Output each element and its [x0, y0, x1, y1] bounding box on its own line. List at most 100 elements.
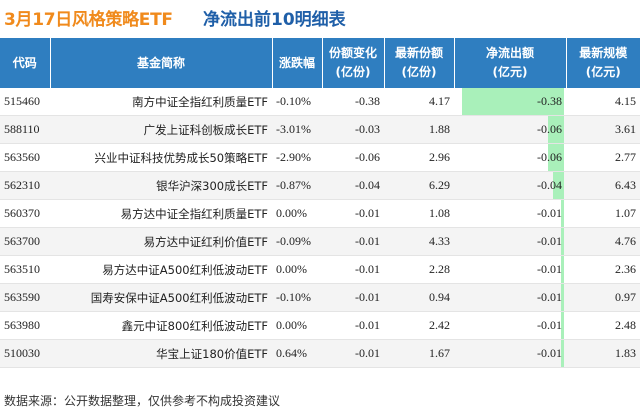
outflow-bar: [561, 200, 564, 227]
outflow-bar: [547, 116, 564, 143]
outflow-value: -0.06: [537, 150, 562, 164]
code-cell: 563980: [0, 311, 50, 340]
table-row[interactable]: 515460 南方中证全指红利质量ETF -0.10% -0.38 4.17 -0.38 4…: [0, 88, 640, 116]
scale-cell: 2.48: [566, 311, 640, 340]
outflow-bar: [561, 256, 564, 283]
outflow-cell: -0.01: [454, 255, 566, 284]
scale-cell: 4.15: [566, 88, 640, 116]
shares-cell: 2.96: [384, 143, 454, 172]
outflow-value: -0.01: [537, 234, 562, 248]
code-cell: 588110: [0, 115, 50, 144]
outflow-cell: -0.01: [454, 199, 566, 228]
outflow-value: -0.38: [537, 94, 562, 108]
change-cell: -3.01%: [272, 115, 322, 144]
outflow-cell: -0.01: [454, 311, 566, 340]
scale-cell: 4.76: [566, 227, 640, 256]
change-cell: -0.09%: [272, 227, 322, 256]
outflow-bar: [561, 312, 564, 339]
outflow-cell: -0.06: [454, 143, 566, 172]
shares-cell: 2.42: [384, 311, 454, 340]
scale-cell: 2.77: [566, 143, 640, 172]
shares-cell: 4.33: [384, 227, 454, 256]
table-row[interactable]: 560370 易方达中证全指红利质量ETF 0.00% -0.01 1.08 -0.01 1…: [0, 199, 640, 228]
fund-name-cell: 易方达中证全指红利质量ETF: [50, 199, 272, 228]
scale-cell: 2.36: [566, 255, 640, 284]
code-cell: 560370: [0, 199, 50, 228]
shares-cell: 0.94: [384, 283, 454, 312]
fund-name-cell: 易方达中证A500红利低波动ETF: [50, 255, 272, 284]
scale-cell: 0.97: [566, 283, 640, 312]
outflow-cell: -0.38: [454, 88, 566, 116]
fund-name-cell: 易方达中证红利价值ETF: [50, 227, 272, 256]
fund-name-cell: 鑫元中证800红利低波动ETF: [50, 311, 272, 340]
outflow-value: -0.01: [537, 318, 562, 332]
column-header-scale[interactable]: 最新规模 (亿元): [566, 38, 640, 88]
table-row[interactable]: 563560 兴业中证科技优势成长50策略ETF -2.90% -0.06 2.96 -0…: [0, 143, 640, 172]
share-change-cell: -0.01: [322, 227, 384, 256]
outflow-cell: -0.06: [454, 115, 566, 144]
outflow-cell: -0.01: [454, 227, 566, 256]
column-header-share-change[interactable]: 份额变化 (亿份): [322, 38, 385, 88]
code-cell: 563590: [0, 283, 50, 312]
fund-name-cell: 广发上证科创板成长ETF: [50, 115, 272, 144]
code-cell: 510030: [0, 339, 50, 368]
column-header-outflow[interactable]: 净流出额 (亿元): [454, 38, 567, 88]
change-cell: -0.10%: [272, 283, 322, 312]
table-row[interactable]: 563980 鑫元中证800红利低波动ETF 0.00% -0.01 2.42 -0.01…: [0, 311, 640, 340]
outflow-cell: -0.01: [454, 339, 566, 368]
outflow-bar: [561, 340, 564, 367]
share-change-cell: -0.01: [322, 283, 384, 312]
scale-cell: 1.83: [566, 339, 640, 368]
code-cell: 515460: [0, 88, 50, 116]
outflow-value: -0.04: [537, 178, 562, 192]
column-header-code[interactable]: 代码: [0, 38, 51, 88]
share-change-cell: -0.03: [322, 115, 384, 144]
shares-cell: 6.29: [384, 171, 454, 200]
shares-cell: 4.17: [384, 88, 454, 116]
share-change-cell: -0.06: [322, 143, 384, 172]
outflow-cell: -0.01: [454, 283, 566, 312]
code-cell: 563700: [0, 227, 50, 256]
code-cell: 563560: [0, 143, 50, 172]
code-cell: 563510: [0, 255, 50, 284]
change-cell: -0.10%: [272, 88, 322, 116]
table-row[interactable]: 510030 华宝上证180价值ETF 0.64% -0.01 1.67 -0.01 1.8…: [0, 339, 640, 368]
table-row[interactable]: 563590 国寿安保中证A500红利低波动ETF -0.10% -0.01 0.94-…: [0, 283, 640, 312]
shares-cell: 1.08: [384, 199, 454, 228]
shares-cell: 1.88: [384, 115, 454, 144]
code-cell: 562310: [0, 171, 50, 200]
title-bar: 3月17日风格策略ETF 净流出前10明细表: [0, 0, 640, 34]
shares-cell: 1.67: [384, 339, 454, 368]
outflow-value: -0.01: [537, 262, 562, 276]
column-header-name[interactable]: 基金简称: [50, 38, 273, 88]
scale-cell: 1.07: [566, 199, 640, 228]
change-cell: 0.00%: [272, 311, 322, 340]
page-title: 3月17日风格策略ETF: [4, 10, 173, 30]
outflow-value: -0.01: [537, 206, 562, 220]
etf-outflow-table: 代码 基金简称 涨跌幅 份额变化 (亿份) 最新份额 (亿份) 净流出额 (亿元) 最…: [0, 38, 640, 368]
outflow-bar: [561, 228, 564, 255]
change-cell: 0.00%: [272, 199, 322, 228]
table-header-row: 代码 基金简称 涨跌幅 份额变化 (亿份) 最新份额 (亿份) 净流出额 (亿元) 最…: [0, 38, 640, 88]
share-change-cell: -0.01: [322, 255, 384, 284]
share-change-cell: -0.01: [322, 199, 384, 228]
column-header-shares[interactable]: 最新份额 (亿份): [384, 38, 455, 88]
outflow-value: -0.01: [537, 346, 562, 360]
share-change-cell: -0.04: [322, 171, 384, 200]
page-subtitle: 净流出前10明细表: [203, 10, 346, 30]
outflow-bar: [553, 172, 564, 199]
table-row[interactable]: 562310 银华沪深300成长ETF -0.87% -0.04 6.29 -0.04 6.…: [0, 171, 640, 200]
outflow-bar: [561, 284, 564, 311]
table-row[interactable]: 563700 易方达中证红利价值ETF -0.09% -0.01 4.33 -0.01 4.…: [0, 227, 640, 256]
data-source-note: 数据来源：公开数据整理，仅供参考不构成投资建议: [4, 394, 281, 408]
share-change-cell: -0.38: [322, 88, 384, 116]
fund-name-cell: 华宝上证180价值ETF: [50, 339, 272, 368]
table-row[interactable]: 563510 易方达中证A500红利低波动ETF 0.00% -0.01 2.28 -0.…: [0, 255, 640, 284]
outflow-bar: [462, 88, 564, 115]
table-row[interactable]: 588110 广发上证科创板成长ETF -3.01% -0.03 1.88 -0.06 3.…: [0, 115, 640, 144]
change-cell: -2.90%: [272, 143, 322, 172]
column-header-change[interactable]: 涨跌幅: [272, 38, 323, 88]
scale-cell: 3.61: [566, 115, 640, 144]
outflow-bar: [547, 144, 564, 171]
change-cell: 0.64%: [272, 339, 322, 368]
